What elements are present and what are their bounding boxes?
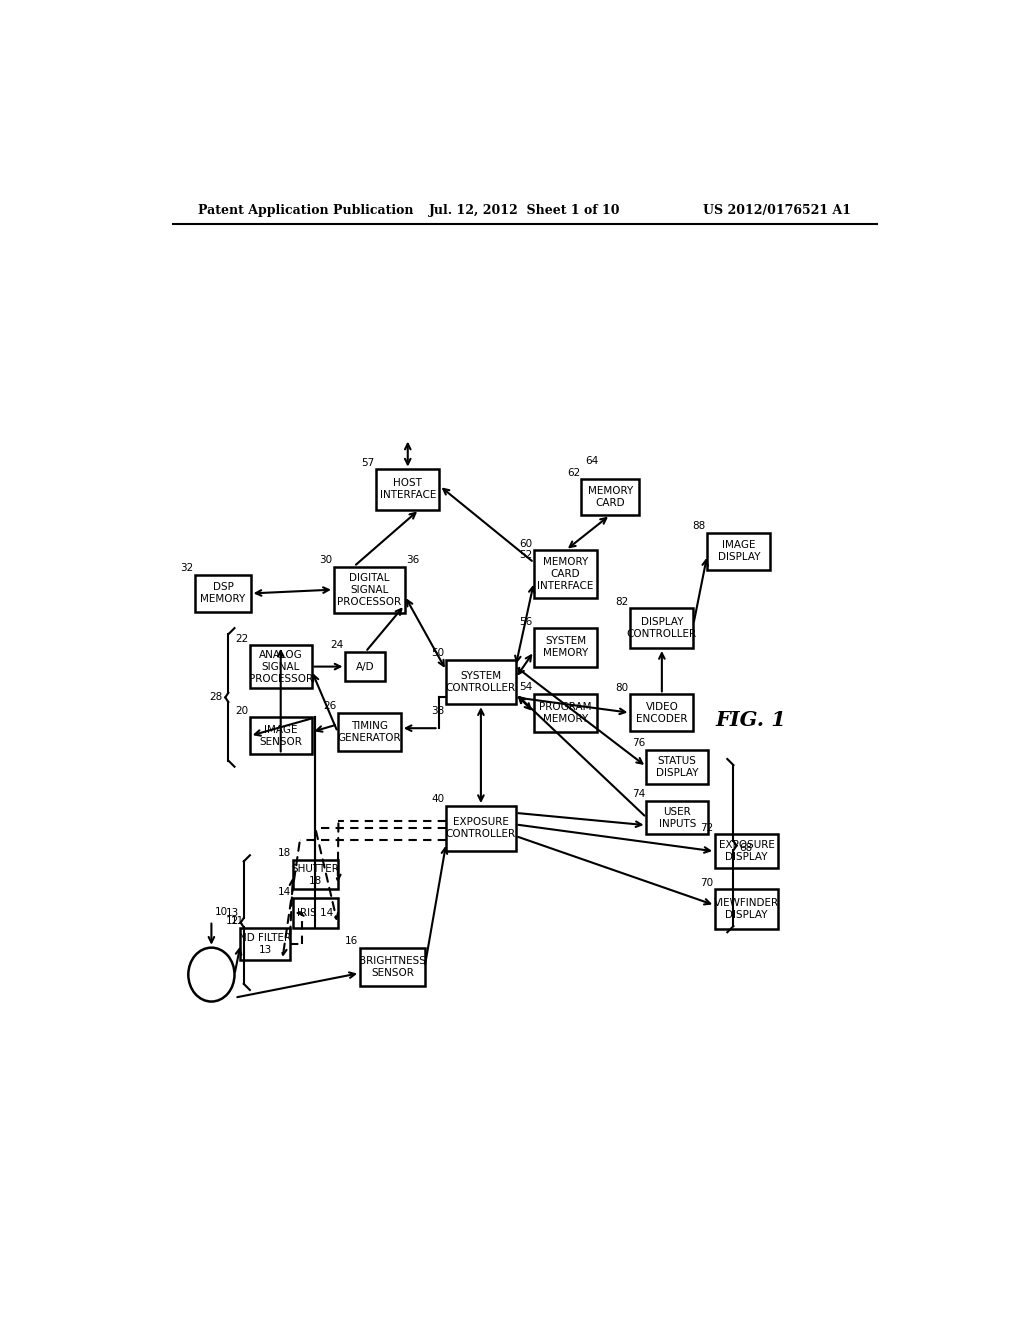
Text: 20: 20 [236, 706, 249, 715]
Bar [715, 890, 778, 929]
Text: 62: 62 [567, 469, 581, 478]
Text: 26: 26 [323, 701, 336, 711]
Text: Patent Application Publication: Patent Application Publication [199, 205, 414, 218]
Text: DSP
MEMORY: DSP MEMORY [201, 582, 246, 605]
Text: 12: 12 [226, 916, 240, 927]
Bar [535, 628, 597, 667]
Bar [250, 718, 311, 755]
Text: 40: 40 [431, 795, 444, 804]
Text: USER
INPUTS: USER INPUTS [658, 807, 696, 829]
Text: 10: 10 [215, 907, 228, 917]
Text: 56: 56 [519, 616, 532, 627]
Text: 11: 11 [231, 916, 245, 925]
Text: 24: 24 [331, 640, 344, 651]
Ellipse shape [188, 948, 234, 1002]
Text: HOST
INTERFACE: HOST INTERFACE [380, 479, 436, 500]
Text: 68: 68 [739, 842, 752, 853]
Text: 14: 14 [279, 887, 292, 896]
Text: 18: 18 [279, 849, 292, 858]
Bar [631, 694, 693, 731]
Bar [359, 948, 425, 986]
Text: SHUTTER
18: SHUTTER 18 [292, 863, 339, 886]
Text: 28: 28 [210, 693, 223, 702]
Text: BRIGHTNESS
SENSOR: BRIGHTNESS SENSOR [359, 956, 426, 978]
Text: 88: 88 [692, 521, 706, 531]
Text: 80: 80 [615, 682, 629, 693]
Bar [646, 800, 708, 834]
Bar [708, 533, 770, 570]
Bar [338, 713, 400, 751]
Bar [250, 645, 311, 688]
Text: 76: 76 [632, 738, 645, 748]
Bar [582, 479, 639, 515]
Text: 16: 16 [345, 936, 358, 946]
Bar [334, 566, 404, 612]
Text: 30: 30 [319, 554, 333, 565]
Text: 60: 60 [519, 539, 532, 549]
Text: 74: 74 [632, 789, 645, 799]
Text: EXPOSURE
CONTROLLER: EXPOSURE CONTROLLER [445, 817, 516, 840]
Bar [241, 928, 291, 960]
Bar [631, 609, 693, 648]
Text: 64: 64 [586, 455, 599, 466]
Text: 22: 22 [236, 635, 249, 644]
Text: 54: 54 [519, 682, 532, 692]
Bar [196, 576, 251, 612]
Text: TIMING
GENERATOR: TIMING GENERATOR [338, 721, 401, 743]
Text: SYSTEM
CONTROLLER: SYSTEM CONTROLLER [445, 671, 516, 693]
Bar [293, 859, 338, 890]
Bar [715, 834, 778, 869]
Text: FIG. 1: FIG. 1 [716, 710, 786, 730]
Text: 70: 70 [700, 878, 714, 887]
Text: IMAGE
SENSOR: IMAGE SENSOR [259, 725, 302, 747]
Text: 52: 52 [519, 549, 532, 560]
Text: DISPLAY
CONTROLLER: DISPLAY CONTROLLER [627, 618, 697, 639]
Text: VIDEO
ENCODER: VIDEO ENCODER [636, 702, 687, 723]
Text: 82: 82 [615, 597, 629, 607]
Text: 38: 38 [431, 706, 444, 715]
Bar [535, 550, 597, 598]
Text: ANALOG
SIGNAL
PROCESSOR: ANALOG SIGNAL PROCESSOR [249, 649, 312, 684]
Bar [293, 899, 338, 928]
Text: 13: 13 [226, 908, 240, 919]
Text: 72: 72 [700, 822, 714, 833]
Text: EXPOSURE
DISPLAY: EXPOSURE DISPLAY [719, 841, 774, 862]
Bar [646, 750, 708, 784]
Text: PROGRAM
MEMORY: PROGRAM MEMORY [540, 702, 592, 723]
Text: 32: 32 [180, 564, 194, 573]
Text: MEMORY
CARD: MEMORY CARD [588, 486, 633, 508]
Text: IRIS 14: IRIS 14 [297, 908, 334, 917]
Text: MEMORY
CARD
INTERFACE: MEMORY CARD INTERFACE [538, 557, 594, 591]
Text: 36: 36 [407, 554, 420, 565]
Text: VIEWFINDER
DISPLAY: VIEWFINDER DISPLAY [714, 898, 779, 920]
Text: 57: 57 [361, 458, 375, 469]
Text: Jul. 12, 2012  Sheet 1 of 10: Jul. 12, 2012 Sheet 1 of 10 [429, 205, 621, 218]
Bar [535, 693, 597, 733]
Text: 50: 50 [431, 648, 444, 659]
Bar [345, 652, 385, 681]
Text: STATUS
DISPLAY: STATUS DISPLAY [656, 755, 698, 777]
Text: ND FILTER
13: ND FILTER 13 [240, 933, 292, 954]
Bar [376, 470, 439, 510]
Bar [446, 660, 515, 705]
Text: DIGITAL
SIGNAL
PROCESSOR: DIGITAL SIGNAL PROCESSOR [337, 573, 401, 607]
Bar [446, 807, 515, 850]
Text: SYSTEM
MEMORY: SYSTEM MEMORY [543, 636, 588, 659]
Text: IMAGE
DISPLAY: IMAGE DISPLAY [718, 540, 760, 562]
Text: US 2012/0176521 A1: US 2012/0176521 A1 [703, 205, 851, 218]
Text: A/D: A/D [356, 661, 375, 672]
